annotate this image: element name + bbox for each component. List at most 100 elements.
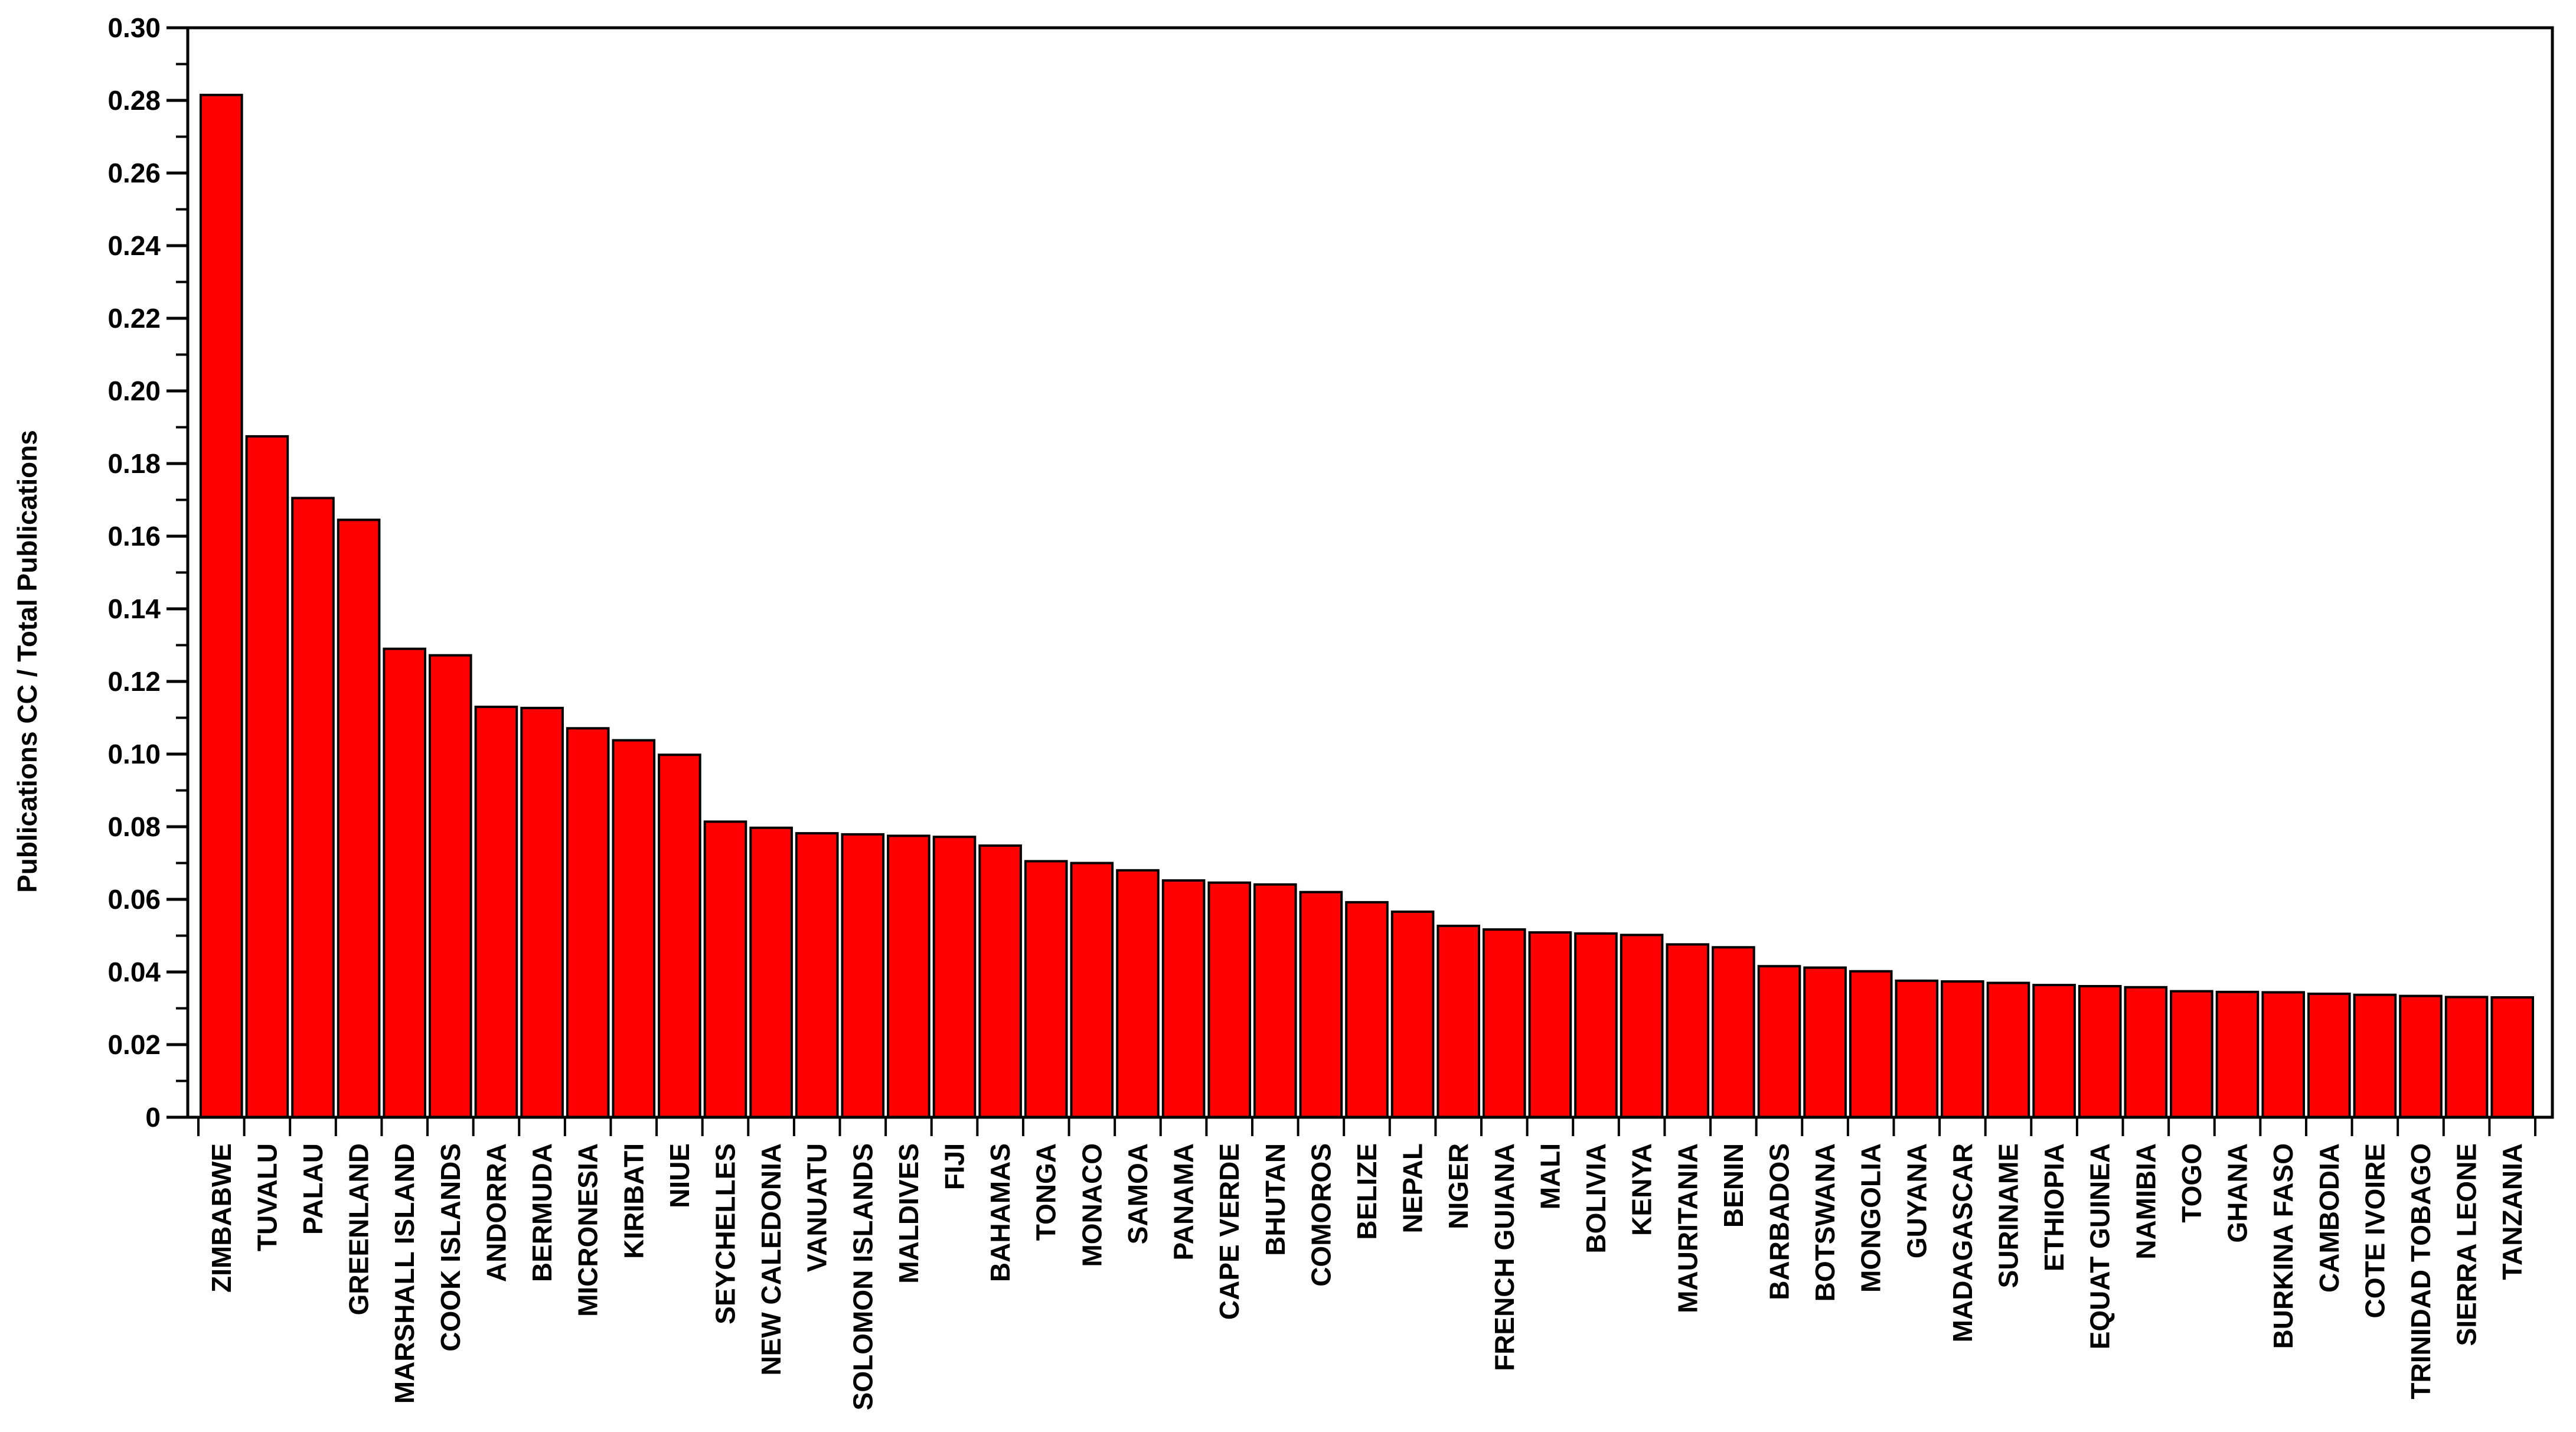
x-tick-label-palau: PALAU <box>298 1143 328 1235</box>
bar-belize <box>1345 901 1389 1119</box>
x-tick-label-tuvalu: TUVALU <box>252 1143 282 1251</box>
bar-togo <box>2170 990 2213 1118</box>
bar-suriname <box>1986 981 2030 1118</box>
x-tick-label-namibia: NAMIBIA <box>2130 1143 2161 1260</box>
bar-cambodia <box>2307 992 2351 1119</box>
bar-niue <box>658 753 701 1118</box>
x-tick-label-french-guiana: FRENCH GUIANA <box>1489 1143 1520 1371</box>
x-tick-label-mongolia: MONGOLIA <box>1856 1143 1886 1293</box>
bar-mauritania <box>1666 943 1710 1119</box>
bar-mali <box>1528 931 1572 1118</box>
x-tick-label-mali: MALI <box>1535 1143 1565 1209</box>
bar-niger <box>1436 924 1480 1119</box>
x-tick-label-madagascar: MADAGASCAR <box>1947 1143 1978 1342</box>
x-tick-label-andorra: ANDORRA <box>481 1143 511 1282</box>
bar-seychelles <box>703 820 747 1119</box>
x-tick-label-zimbabwe: ZIMBABWE <box>206 1143 237 1293</box>
y-tick-label-0.24: 0.24 <box>107 230 161 261</box>
bar-tanzania <box>2490 996 2534 1118</box>
bar-cook-islands <box>429 654 472 1118</box>
bar-guyana <box>1895 979 1939 1119</box>
bar-equat-guinea <box>2078 985 2122 1118</box>
x-tick-label-cape-verde: CAPE VERDE <box>1214 1143 1245 1320</box>
x-tick-label-seychelles: SEYCHELLES <box>710 1143 740 1325</box>
axes-layer <box>166 26 2554 1136</box>
y-tick-label-0.14: 0.14 <box>107 593 161 624</box>
bar-namibia <box>2124 986 2168 1119</box>
x-tick-label-new-caledonia: NEW CALEDONIA <box>756 1143 786 1376</box>
bar-cote-ivoire <box>2353 993 2397 1118</box>
y-tick-label-0.18: 0.18 <box>107 448 161 479</box>
bar-french-guiana <box>1483 928 1526 1118</box>
x-tick-label-benin: BENIN <box>1718 1143 1749 1228</box>
bar-kenya <box>1620 934 1664 1119</box>
bar-bhutan <box>1253 883 1297 1119</box>
y-tick-label-0.06: 0.06 <box>107 884 161 915</box>
y-tick-label-0.22: 0.22 <box>107 303 161 334</box>
x-tick-label-panama: PANAMA <box>1168 1143 1199 1260</box>
bar-samoa <box>1116 869 1160 1119</box>
x-tick-label-botswana: BOTSWANA <box>1810 1143 1840 1301</box>
bar-bermuda <box>520 706 564 1118</box>
y-tick-label-0.12: 0.12 <box>107 666 161 697</box>
x-tick-label-cote-ivoire: COTE IVOIRE <box>2359 1143 2390 1318</box>
bar-vanuatu <box>795 832 839 1118</box>
y-tick-label-0: 0 <box>145 1102 161 1133</box>
x-tick-label-tanzania: TANZANIA <box>2497 1143 2528 1280</box>
bar-marshall-island <box>383 647 427 1119</box>
x-tick-label-barbados: BARBADOS <box>1764 1143 1794 1300</box>
bar-madagascar <box>1941 980 1984 1118</box>
y-tick-label-0.30: 0.30 <box>107 12 161 43</box>
y-axis-title: Publications CC / Total Publications <box>12 430 43 893</box>
x-tick-label-tonga: TONGA <box>1031 1143 1062 1241</box>
bar-comoros <box>1299 890 1343 1118</box>
bar-barbados <box>1757 965 1801 1118</box>
y-tick-label-0.28: 0.28 <box>107 85 161 116</box>
x-tick-label-niue: NIUE <box>664 1143 695 1208</box>
bar-tuvalu <box>245 435 289 1118</box>
x-tick-label-bolivia: BOLIVIA <box>1581 1143 1611 1254</box>
x-tick-label-comoros: COMOROS <box>1305 1143 1336 1287</box>
x-tick-label-greenland: GREENLAND <box>344 1143 374 1315</box>
x-tick-label-ethiopia: ETHIOPIA <box>2039 1143 2069 1271</box>
x-tick-label-belize: BELIZE <box>1351 1143 1382 1240</box>
bar-ghana <box>2215 990 2260 1119</box>
x-tick-label-mauritania: MAURITANIA <box>1672 1143 1703 1313</box>
x-tick-label-kiribati: KIRIBATI <box>618 1143 649 1259</box>
x-tick-label-micronesia: MICRONESIA <box>573 1143 603 1317</box>
bar-burkina-faso <box>2261 991 2305 1119</box>
bar-botswana <box>1803 966 1847 1118</box>
x-tick-label-kenya: KENYA <box>1627 1143 1657 1236</box>
labels-layer: 0 0.02 0.04 0.06 0.08 0.10 0.12 0.14 0.16 0.18 0.2… <box>107 12 2528 1410</box>
x-tick-label-bermuda: BERMUDA <box>527 1143 557 1282</box>
bar-fiji <box>932 836 977 1118</box>
x-tick-label-trinidad-tobago: TRINIDAD TOBAGO <box>2405 1143 2436 1400</box>
bar-bahamas <box>978 844 1022 1118</box>
bar-andorra <box>474 706 518 1118</box>
x-tick-label-solomon-islands: SOLOMON ISLANDS <box>847 1143 878 1410</box>
bar-panama <box>1161 879 1206 1118</box>
bar-new-caledonia <box>749 826 793 1119</box>
x-tick-label-bhutan: BHUTAN <box>1260 1143 1291 1256</box>
x-tick-label-monaco: MONACO <box>1076 1143 1107 1267</box>
bar-solomon-islands <box>841 833 885 1119</box>
y-tick-label-0.08: 0.08 <box>107 811 161 842</box>
x-tick-label-nepal: NEPAL <box>1398 1143 1428 1234</box>
y-tick-label-0.10: 0.10 <box>107 739 161 769</box>
bar-maldives <box>887 834 931 1119</box>
y-tick-label-0.16: 0.16 <box>107 521 161 552</box>
bar-tonga <box>1024 860 1068 1119</box>
bar-benin <box>1712 946 1755 1118</box>
bar-bolivia <box>1574 932 1618 1119</box>
x-tick-label-guyana: GUYANA <box>1901 1143 1932 1258</box>
x-tick-label-burkina-faso: BURKINA FASO <box>2268 1143 2299 1349</box>
bar-micronesia <box>566 727 610 1119</box>
bar-trinidad-tobago <box>2399 994 2443 1118</box>
x-tick-label-sierra-leone: SIERRA LEONE <box>2451 1143 2482 1346</box>
x-tick-label-vanuatu: VANUATU <box>802 1143 832 1272</box>
x-tick-label-marshall-island: MARSHALL ISLAND <box>389 1143 420 1404</box>
bar-palau <box>291 497 335 1118</box>
x-tick-label-togo: TOGO <box>2176 1143 2207 1223</box>
